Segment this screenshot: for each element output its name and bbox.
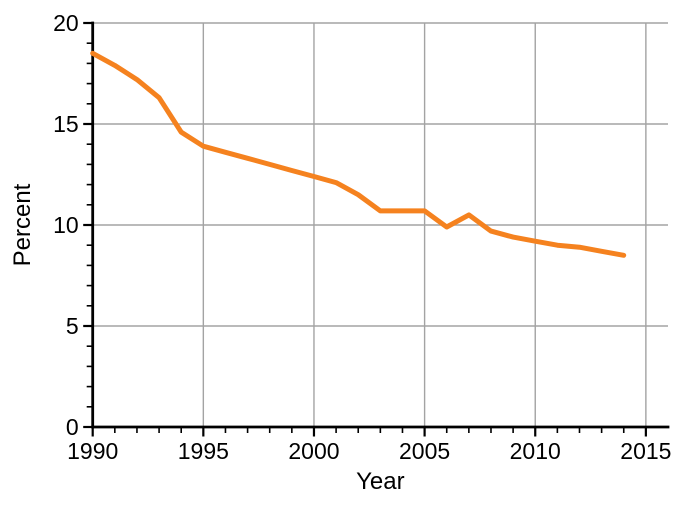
y-tick-label: 5	[66, 313, 79, 339]
y-tick-label: 20	[53, 10, 79, 36]
y-tick-label: 10	[53, 212, 79, 238]
x-tick-label: 1995	[178, 438, 229, 464]
x-tick-label: 2000	[288, 438, 339, 464]
x-tick-label: 2010	[510, 438, 561, 464]
y-tick-label: 15	[53, 111, 79, 137]
x-tick-label: 2005	[399, 438, 450, 464]
y-tick-labels: 0 5 10 15 20	[53, 10, 79, 440]
x-tick-labels: 1990 1995 2000 2005 2010 2015	[67, 438, 671, 464]
percent-line	[90, 50, 627, 258]
x-tick-label: 2015	[620, 438, 671, 464]
y-tick-label: 0	[66, 414, 79, 440]
y-axis-title: Percent	[9, 183, 36, 266]
axes	[91, 21, 670, 429]
gridlines	[92, 22, 668, 427]
x-axis-title: Year	[356, 468, 405, 495]
x-tick-label: 1990	[67, 438, 118, 464]
major-ticks	[83, 21, 647, 437]
minor-ticks	[86, 42, 625, 433]
